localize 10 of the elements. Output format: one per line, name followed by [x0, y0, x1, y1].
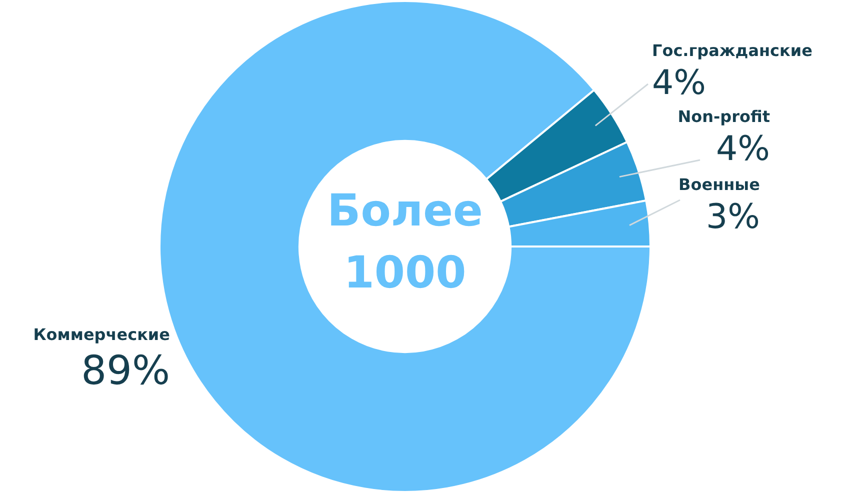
data-label: 4%: [716, 129, 770, 169]
slice-label: Non-profit: [678, 107, 770, 126]
slice-label: Военные: [678, 175, 760, 194]
text: Более: [327, 186, 483, 236]
data-label: 89%: [81, 348, 170, 394]
slice-label: Коммерческие: [33, 325, 170, 344]
data-label: 3%: [706, 197, 760, 237]
slice-label: Гос.гражданские: [652, 41, 813, 60]
text: 1000: [344, 248, 466, 298]
data-label: 4%: [652, 63, 706, 103]
